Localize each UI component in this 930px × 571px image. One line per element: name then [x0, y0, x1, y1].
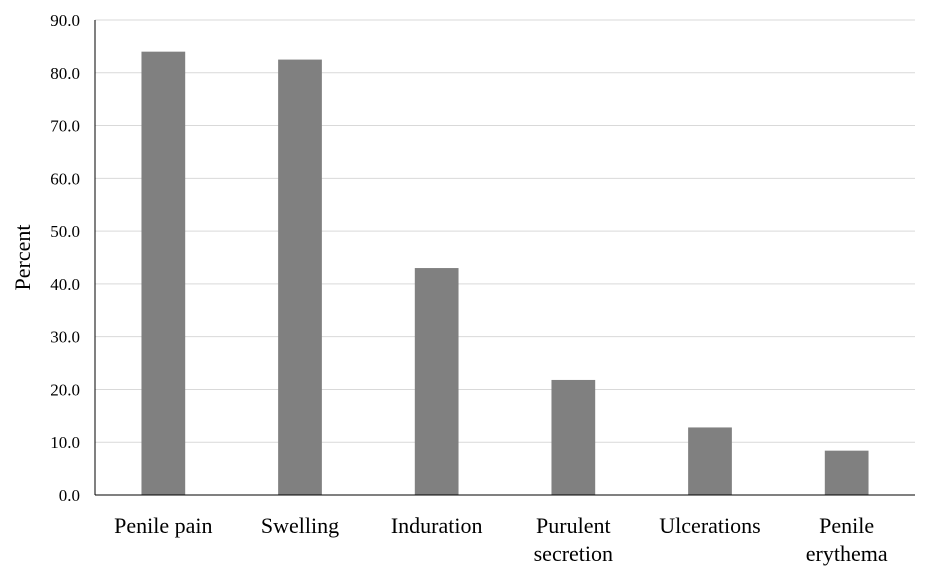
y-tick-label: 50.0 [50, 222, 80, 241]
y-tick-label: 30.0 [50, 328, 80, 347]
x-axis-category-labels: Penile pain Swelling Induration Purulent sec… [114, 513, 888, 566]
gridlines [95, 19, 915, 443]
bar [141, 51, 186, 496]
y-tick-label: 90.0 [50, 11, 80, 30]
bar [414, 268, 459, 495]
x-category-label: Purulent secretion [534, 513, 613, 566]
x-category-label: Penile pain [114, 513, 212, 538]
bar [824, 450, 869, 495]
x-category-label: Induration [391, 513, 483, 538]
bars [141, 51, 869, 496]
y-tick-label: 40.0 [50, 275, 80, 294]
y-tick-label: 20.0 [50, 380, 80, 399]
x-category-label: Ulcerations [659, 513, 760, 538]
y-axis-title: Percent [10, 225, 35, 291]
y-tick-label: 70.0 [50, 117, 80, 136]
bar [688, 427, 732, 495]
y-tick-label: 10.0 [50, 433, 80, 452]
y-tick-label: 0.0 [59, 486, 80, 505]
x-category-label: Swelling [261, 513, 339, 538]
y-tick-label: 80.0 [50, 64, 80, 83]
y-tick-label: 60.0 [50, 169, 80, 188]
x-category-label: Penile erythema [806, 513, 888, 566]
bar [551, 379, 596, 495]
bar [278, 59, 322, 495]
y-axis-tick-labels: 0.0 10.0 20.0 30.0 40.0 50.0 60.0 70.0 80.0 90.0 [50, 11, 80, 505]
